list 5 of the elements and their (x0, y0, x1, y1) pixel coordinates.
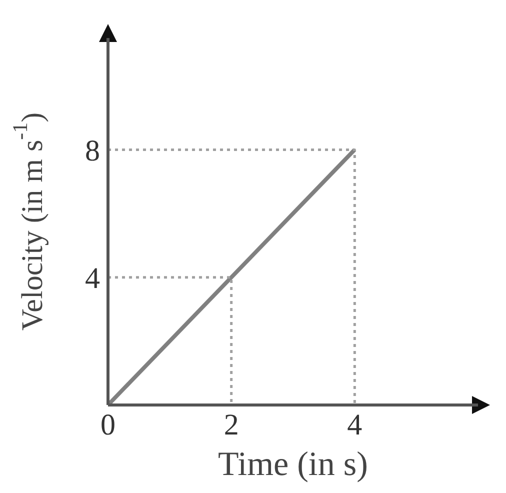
x-tick-label: 4 (347, 408, 362, 442)
x-tick-label: 2 (224, 408, 239, 442)
x-tick-label: 0 (100, 408, 116, 442)
y-tick-label: 8 (85, 134, 100, 168)
x-axis-title: Time (in s) (218, 446, 368, 483)
